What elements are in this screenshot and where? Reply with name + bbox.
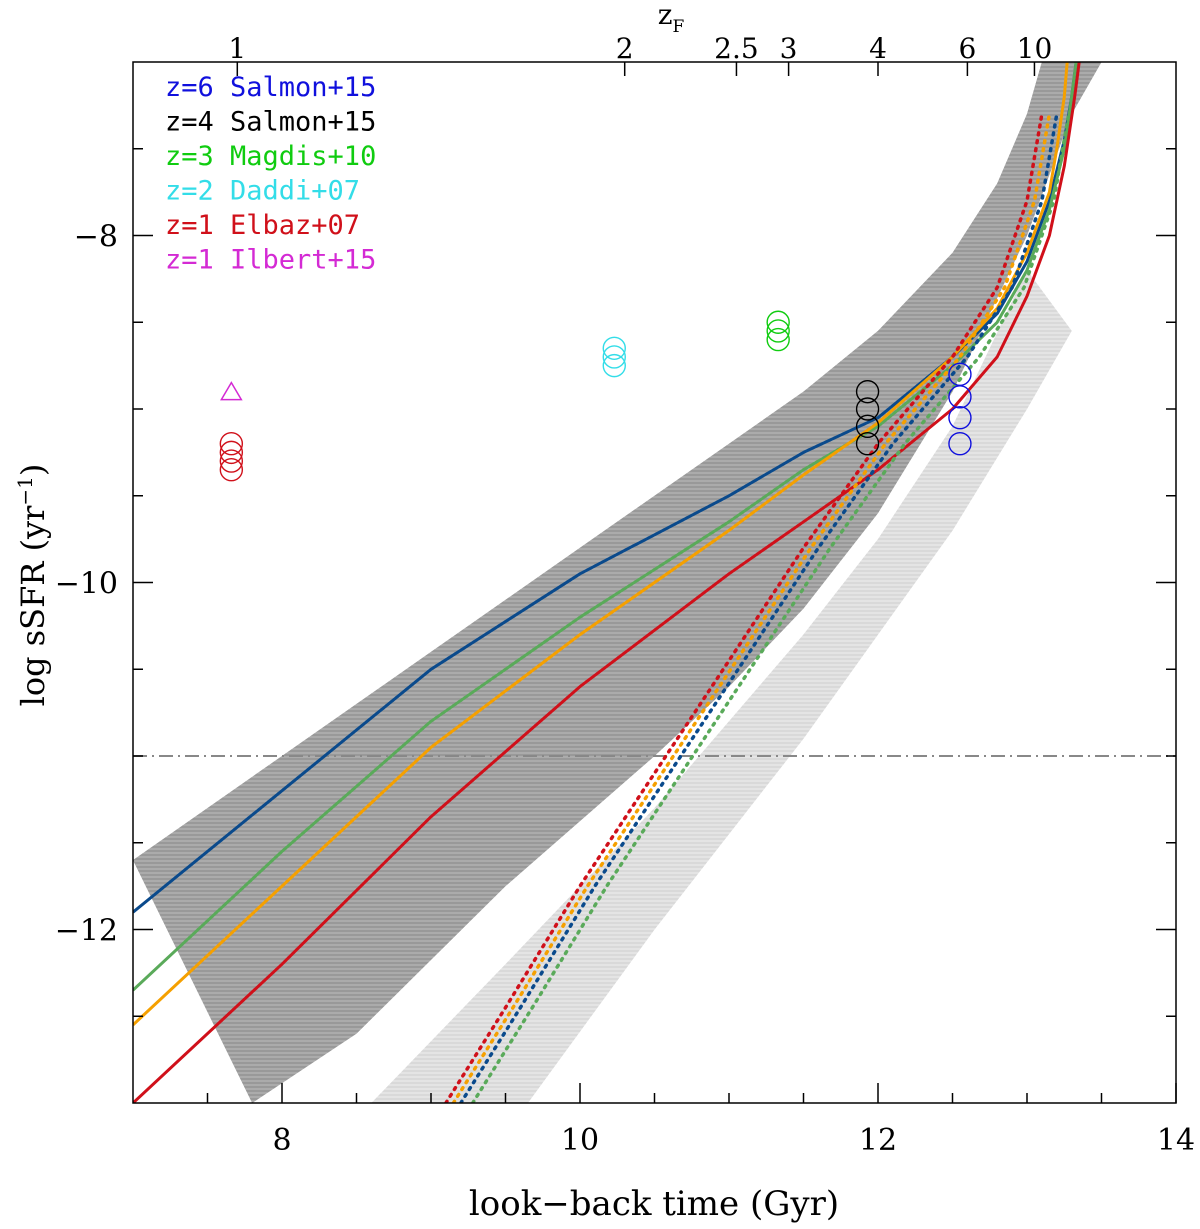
y-axis-label-main: log sSFR (yr [14,505,52,707]
x-tick-label: 8 [272,1123,291,1158]
y-tick-label: −12 [55,914,118,949]
top-tick-label: 4 [869,32,887,65]
x-tick-label: 10 [561,1123,599,1158]
legend-entry: z=4 Salmon+15 [165,107,376,138]
legend-entry: z=1 Ilbert+15 [165,245,376,276]
x-tick-label: 12 [859,1123,897,1158]
legend-entry: z=6 Salmon+15 [165,72,376,103]
data-point [219,449,244,473]
top-axis-label-subscript: F [672,17,684,37]
legend-entry: z=1 Elbaz+07 [165,210,360,241]
y-axis-label: log sSFR (yr−1) [13,464,52,707]
data-point [855,397,880,421]
data-point [948,385,972,409]
data-point [602,345,626,369]
data-point [855,432,880,456]
series-layer [133,62,1081,1103]
axis-ticks: 8 10 12 14−8−10−121 2 2.5 3 4 6 10 [55,32,1195,1158]
top-tick-label: 6 [958,32,976,65]
top-tick-label: 3 [780,32,798,65]
data-point [220,381,243,401]
data-point [766,319,790,343]
top-tick-label: 10 [1017,32,1053,65]
x-tick-label: 14 [1157,1123,1195,1158]
y-axis-label-close: ) [14,464,52,476]
series-line-6 [459,112,1059,1103]
x-axis-label: look−back time (Gyr) [469,1184,839,1224]
band-hatch-dark [133,62,1102,1103]
series-line-2 [133,62,1069,1026]
legend-entry: z=3 Magdis+10 [165,141,376,172]
series-line-5 [451,112,1052,1103]
y-tick-label: −8 [74,220,118,255]
top-axis-label: zF [658,0,685,37]
data-point [219,458,244,482]
band-hatch-light [371,270,1072,1103]
y-axis-label-superscript: −1 [13,476,37,505]
top-tick-label: 1 [228,32,246,65]
top-tick-label: 2 [616,32,634,65]
data-point [855,414,880,439]
legend-entry: z=2 Daddi+07 [165,176,360,207]
data-point [766,327,790,352]
series-line-4 [444,112,1044,1103]
data-point [855,379,880,404]
data-point [602,336,626,360]
y-tick-label: −10 [55,567,118,602]
series-line-7 [470,112,1071,1103]
data-point [602,353,626,378]
data-point [219,432,244,456]
data-point [948,432,972,456]
points-layer [219,310,972,482]
data-point [948,405,972,430]
uncertainty-bands [133,62,1102,1103]
legend: z=6 Salmon+15 z=4 Salmon+15z=3 Magdis+10 z… [165,72,376,276]
data-point [766,310,790,334]
top-axis-label-main: z [658,0,673,31]
top-tick-label: 2.5 [714,32,759,65]
series-line-3 [133,62,1081,1103]
data-point [219,440,244,465]
